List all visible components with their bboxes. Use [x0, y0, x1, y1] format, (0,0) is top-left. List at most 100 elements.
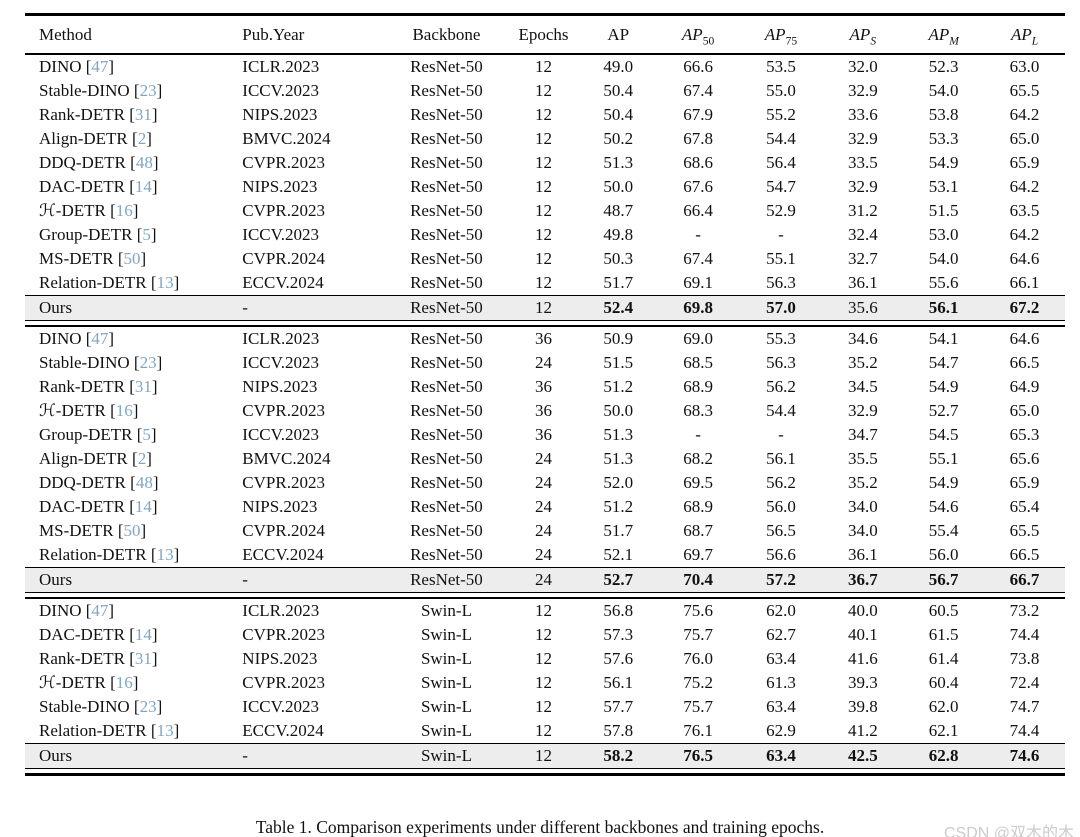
metric-value: 62.8 — [928, 746, 959, 765]
metric-value: 36.1 — [847, 545, 878, 564]
citation-link[interactable]: 23 — [139, 81, 157, 100]
metric-value: 54.4 — [766, 401, 796, 420]
metric-value: 57.0 — [766, 298, 796, 317]
citation-link[interactable]: 2 — [137, 129, 147, 148]
metric-value: 62.9 — [766, 721, 796, 740]
pub-year-cell: CVPR.2024 — [242, 521, 325, 540]
citation-link[interactable]: 5 — [142, 425, 151, 444]
column-header-ap-s: APS — [822, 15, 903, 55]
citation-link[interactable]: 13 — [156, 721, 174, 740]
backbone-cell: Swin-L — [420, 697, 472, 716]
epochs-cell: 24 — [534, 473, 552, 492]
metric-value: 66.5 — [1009, 353, 1040, 372]
metric-value: 50.3 — [603, 249, 634, 268]
pub-year-cell: NIPS.2023 — [242, 497, 318, 516]
metric-value: 31.2 — [847, 201, 878, 220]
column-header-ap-m: APM — [903, 15, 984, 55]
metric-value: 56.3 — [766, 353, 796, 372]
citation-link[interactable]: 13 — [156, 545, 174, 564]
epochs-cell: 36 — [534, 377, 552, 396]
metric-value: 54.4 — [766, 129, 796, 148]
pub-year-cell: ECCV.2024 — [242, 545, 324, 564]
method-name: DINO — [39, 57, 82, 76]
metric-value: 34.7 — [847, 425, 878, 444]
pub-year-cell: CVPR.2023 — [242, 401, 325, 420]
method-cell: DINO [47] — [39, 57, 115, 76]
metric-value: 65.9 — [1009, 153, 1040, 172]
method-name: DDQ-DETR — [39, 153, 126, 172]
citation-link[interactable]: 16 — [115, 401, 133, 420]
metric-value: 65.4 — [1009, 497, 1040, 516]
metric-value: 56.1 — [766, 449, 796, 468]
citation-link[interactable]: 16 — [115, 673, 133, 692]
column-header-label: AP — [928, 24, 950, 44]
citation-link[interactable]: 14 — [134, 497, 152, 516]
citation-link[interactable]: 47 — [91, 57, 109, 76]
citation-link[interactable]: 13 — [156, 273, 174, 292]
metric-value: 69.7 — [683, 545, 713, 564]
column-header-ap75: AP75 — [740, 15, 823, 55]
metric-value: 62.0 — [766, 601, 796, 620]
metric-value: 52.7 — [928, 401, 959, 420]
table-row: ℋ-DETR [16] CVPR.2023 ResNet-50 12 48.7 66.4 5… — [25, 199, 1065, 223]
pub-year-cell: BMVC.2024 — [242, 129, 331, 148]
metric-value: 53.0 — [928, 225, 959, 244]
metric-value: 75.6 — [683, 601, 713, 620]
epochs-cell: 12 — [534, 177, 552, 196]
metric-value: 53.8 — [928, 105, 959, 124]
table-row: Relation-DETR [13] ECCV.2024 Swin-L 12 57.8 7… — [25, 719, 1065, 744]
pub-year-cell: ICCV.2023 — [242, 81, 319, 100]
method-cell: ℋ-DETR [16] — [39, 401, 139, 420]
metric-value: 67.9 — [683, 105, 713, 124]
column-header-label: Pub.Year — [242, 24, 305, 44]
metric-value: 52.4 — [603, 298, 634, 317]
citation-link[interactable]: 50 — [123, 249, 141, 268]
table-row-ours: Ours - ResNet-50 24 52.7 70.4 57.2 36.7 56.7 66.7 — [25, 567, 1065, 593]
table-body: DINO [47] ICLR.2023 ResNet-50 12 49.0 66.6 53.… — [25, 54, 1065, 775]
citation-link[interactable]: 31 — [134, 105, 152, 124]
metric-value: 56.1 — [928, 298, 959, 317]
metric-value: 55.1 — [766, 249, 796, 268]
table-row: MS-DETR [50] CVPR.2024 ResNet-50 12 50.3 67.4… — [25, 247, 1065, 271]
metric-value: 62.0 — [928, 697, 959, 716]
citation-link[interactable]: 5 — [142, 225, 151, 244]
citation-link[interactable]: 23 — [139, 697, 157, 716]
metric-value: 54.1 — [928, 329, 959, 348]
pub-year-cell: NIPS.2023 — [242, 177, 318, 196]
metric-value: 40.0 — [847, 601, 878, 620]
metric-value: 32.9 — [847, 81, 878, 100]
backbone-cell: ResNet-50 — [410, 377, 483, 396]
method-name: ℋ-DETR — [39, 401, 106, 420]
column-header-method: Method — [25, 15, 242, 55]
backbone-cell: Swin-L — [420, 625, 472, 644]
citation-link[interactable]: 31 — [134, 649, 152, 668]
citation-link[interactable]: 31 — [134, 377, 152, 396]
metric-value: 69.1 — [683, 273, 713, 292]
pub-year-cell: - — [242, 298, 248, 317]
metric-value: 57.7 — [603, 697, 634, 716]
metric-value: 65.6 — [1009, 449, 1040, 468]
metric-value: 63.0 — [1009, 57, 1040, 76]
pub-year-cell: CVPR.2023 — [242, 201, 325, 220]
metric-value: 32.9 — [847, 129, 878, 148]
method-name: MS-DETR — [39, 249, 114, 268]
citation-link[interactable]: 47 — [91, 329, 109, 348]
epochs-cell: 24 — [534, 545, 552, 564]
citation-link[interactable]: 16 — [115, 201, 133, 220]
method-cell: Ours — [25, 296, 242, 321]
epochs-cell: 12 — [534, 625, 552, 644]
citation-link[interactable]: 14 — [134, 177, 152, 196]
metric-value: 34.6 — [847, 329, 878, 348]
citation-link[interactable]: 47 — [91, 601, 109, 620]
metric-value: 68.5 — [683, 353, 713, 372]
metric-value: 51.2 — [603, 377, 634, 396]
citation-link[interactable]: 48 — [135, 473, 153, 492]
metric-value: 68.3 — [683, 401, 713, 420]
citation-link[interactable]: 2 — [137, 449, 147, 468]
citation-link[interactable]: 23 — [139, 353, 157, 372]
citation-link[interactable]: 50 — [123, 521, 141, 540]
citation-link[interactable]: 48 — [135, 153, 153, 172]
backbone-cell: ResNet-50 — [410, 570, 483, 589]
citation-link[interactable]: 14 — [134, 625, 152, 644]
epochs-cell: 12 — [534, 298, 552, 317]
